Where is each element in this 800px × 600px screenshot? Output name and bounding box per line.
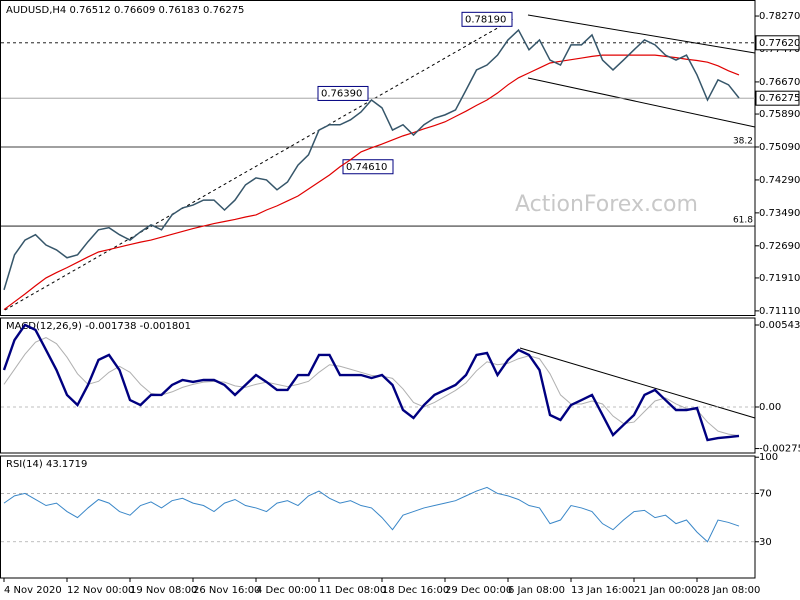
annotation-label: 0.78190 — [465, 14, 506, 25]
annotation-label: 0.74610 — [346, 162, 387, 173]
annotation-box — [317, 85, 369, 101]
series-line — [3, 337, 740, 437]
fib-label: 61.8 — [733, 216, 753, 226]
macd-panel — [0, 317, 756, 454]
annotation-label: 0.76390 — [321, 88, 362, 99]
rsi-title: RSI(14) 43.1719 — [6, 459, 87, 470]
y-tick-label: 0.73490 — [759, 208, 800, 219]
y-tick-label: 100 — [759, 452, 778, 463]
price-tag — [755, 90, 800, 106]
x-tick-label: 11 Dec 08:00 — [319, 585, 386, 596]
fib-label: 38.2 — [733, 136, 753, 146]
x-tick-label: 26 Nov 16:00 — [193, 585, 260, 596]
series-line — [3, 54, 740, 311]
price-panel — [0, 0, 756, 316]
macd-title: MACD(12,26,9) -0.001738 -0.001801 — [6, 321, 191, 332]
x-tick-label: 29 Dec 00:00 — [445, 585, 512, 596]
series-line — [2, 323, 740, 442]
x-tick-label: 4 Dec 00:00 — [256, 585, 317, 596]
y-tick-label: 70 — [759, 488, 772, 499]
series-line — [3, 486, 740, 543]
x-tick-label: 19 Nov 08:00 — [130, 585, 197, 596]
y-tick-label: 0.71110 — [759, 306, 800, 317]
x-tick-label: 18 Dec 16:00 — [382, 585, 449, 596]
y-tick-label: 30 — [759, 537, 772, 548]
channel-lower — [527, 77, 756, 128]
y-tick-label: 0.74290 — [759, 175, 800, 186]
trend-line — [4, 17, 516, 311]
price-tag-label: 0.77620 — [759, 38, 800, 49]
channel-upper — [527, 14, 756, 54]
y-tick-label: 0.75090 — [759, 142, 800, 153]
annotation-box — [461, 11, 513, 27]
x-tick-label: 4 Nov 2020 — [4, 585, 62, 596]
x-tick-label: 28 Jan 08:00 — [697, 585, 760, 596]
y-tick-label: 0.005436 — [759, 320, 800, 331]
y-tick-label: 0.76670 — [759, 77, 800, 88]
rsi-panel — [0, 455, 756, 579]
series-line — [3, 28, 740, 291]
macd-trend-line — [519, 347, 756, 419]
y-tick-label: 0.71910 — [759, 273, 800, 284]
x-tick-label: 21 Jan 00:00 — [634, 585, 697, 596]
watermark: ActionForex.com — [515, 192, 698, 217]
x-tick-label: 13 Jan 16:00 — [571, 585, 634, 596]
x-tick-label: 6 Jan 08:00 — [508, 585, 565, 596]
x-tick-label: 12 Nov 00:00 — [67, 585, 134, 596]
price-tag — [755, 35, 800, 51]
y-tick-label: 0.78270 — [759, 11, 800, 22]
y-tick-label: -0.002755 — [759, 444, 800, 455]
y-tick-label: 0.75890 — [759, 109, 800, 120]
y-tick-label: 0.72690 — [759, 241, 800, 252]
price-title: AUDUSD,H4 0.76512 0.76609 0.76183 0.7627… — [6, 5, 244, 16]
annotation-box — [342, 159, 394, 175]
y-tick-label: 0.00 — [759, 402, 781, 413]
price-tag-label: 0.76275 — [759, 93, 800, 104]
